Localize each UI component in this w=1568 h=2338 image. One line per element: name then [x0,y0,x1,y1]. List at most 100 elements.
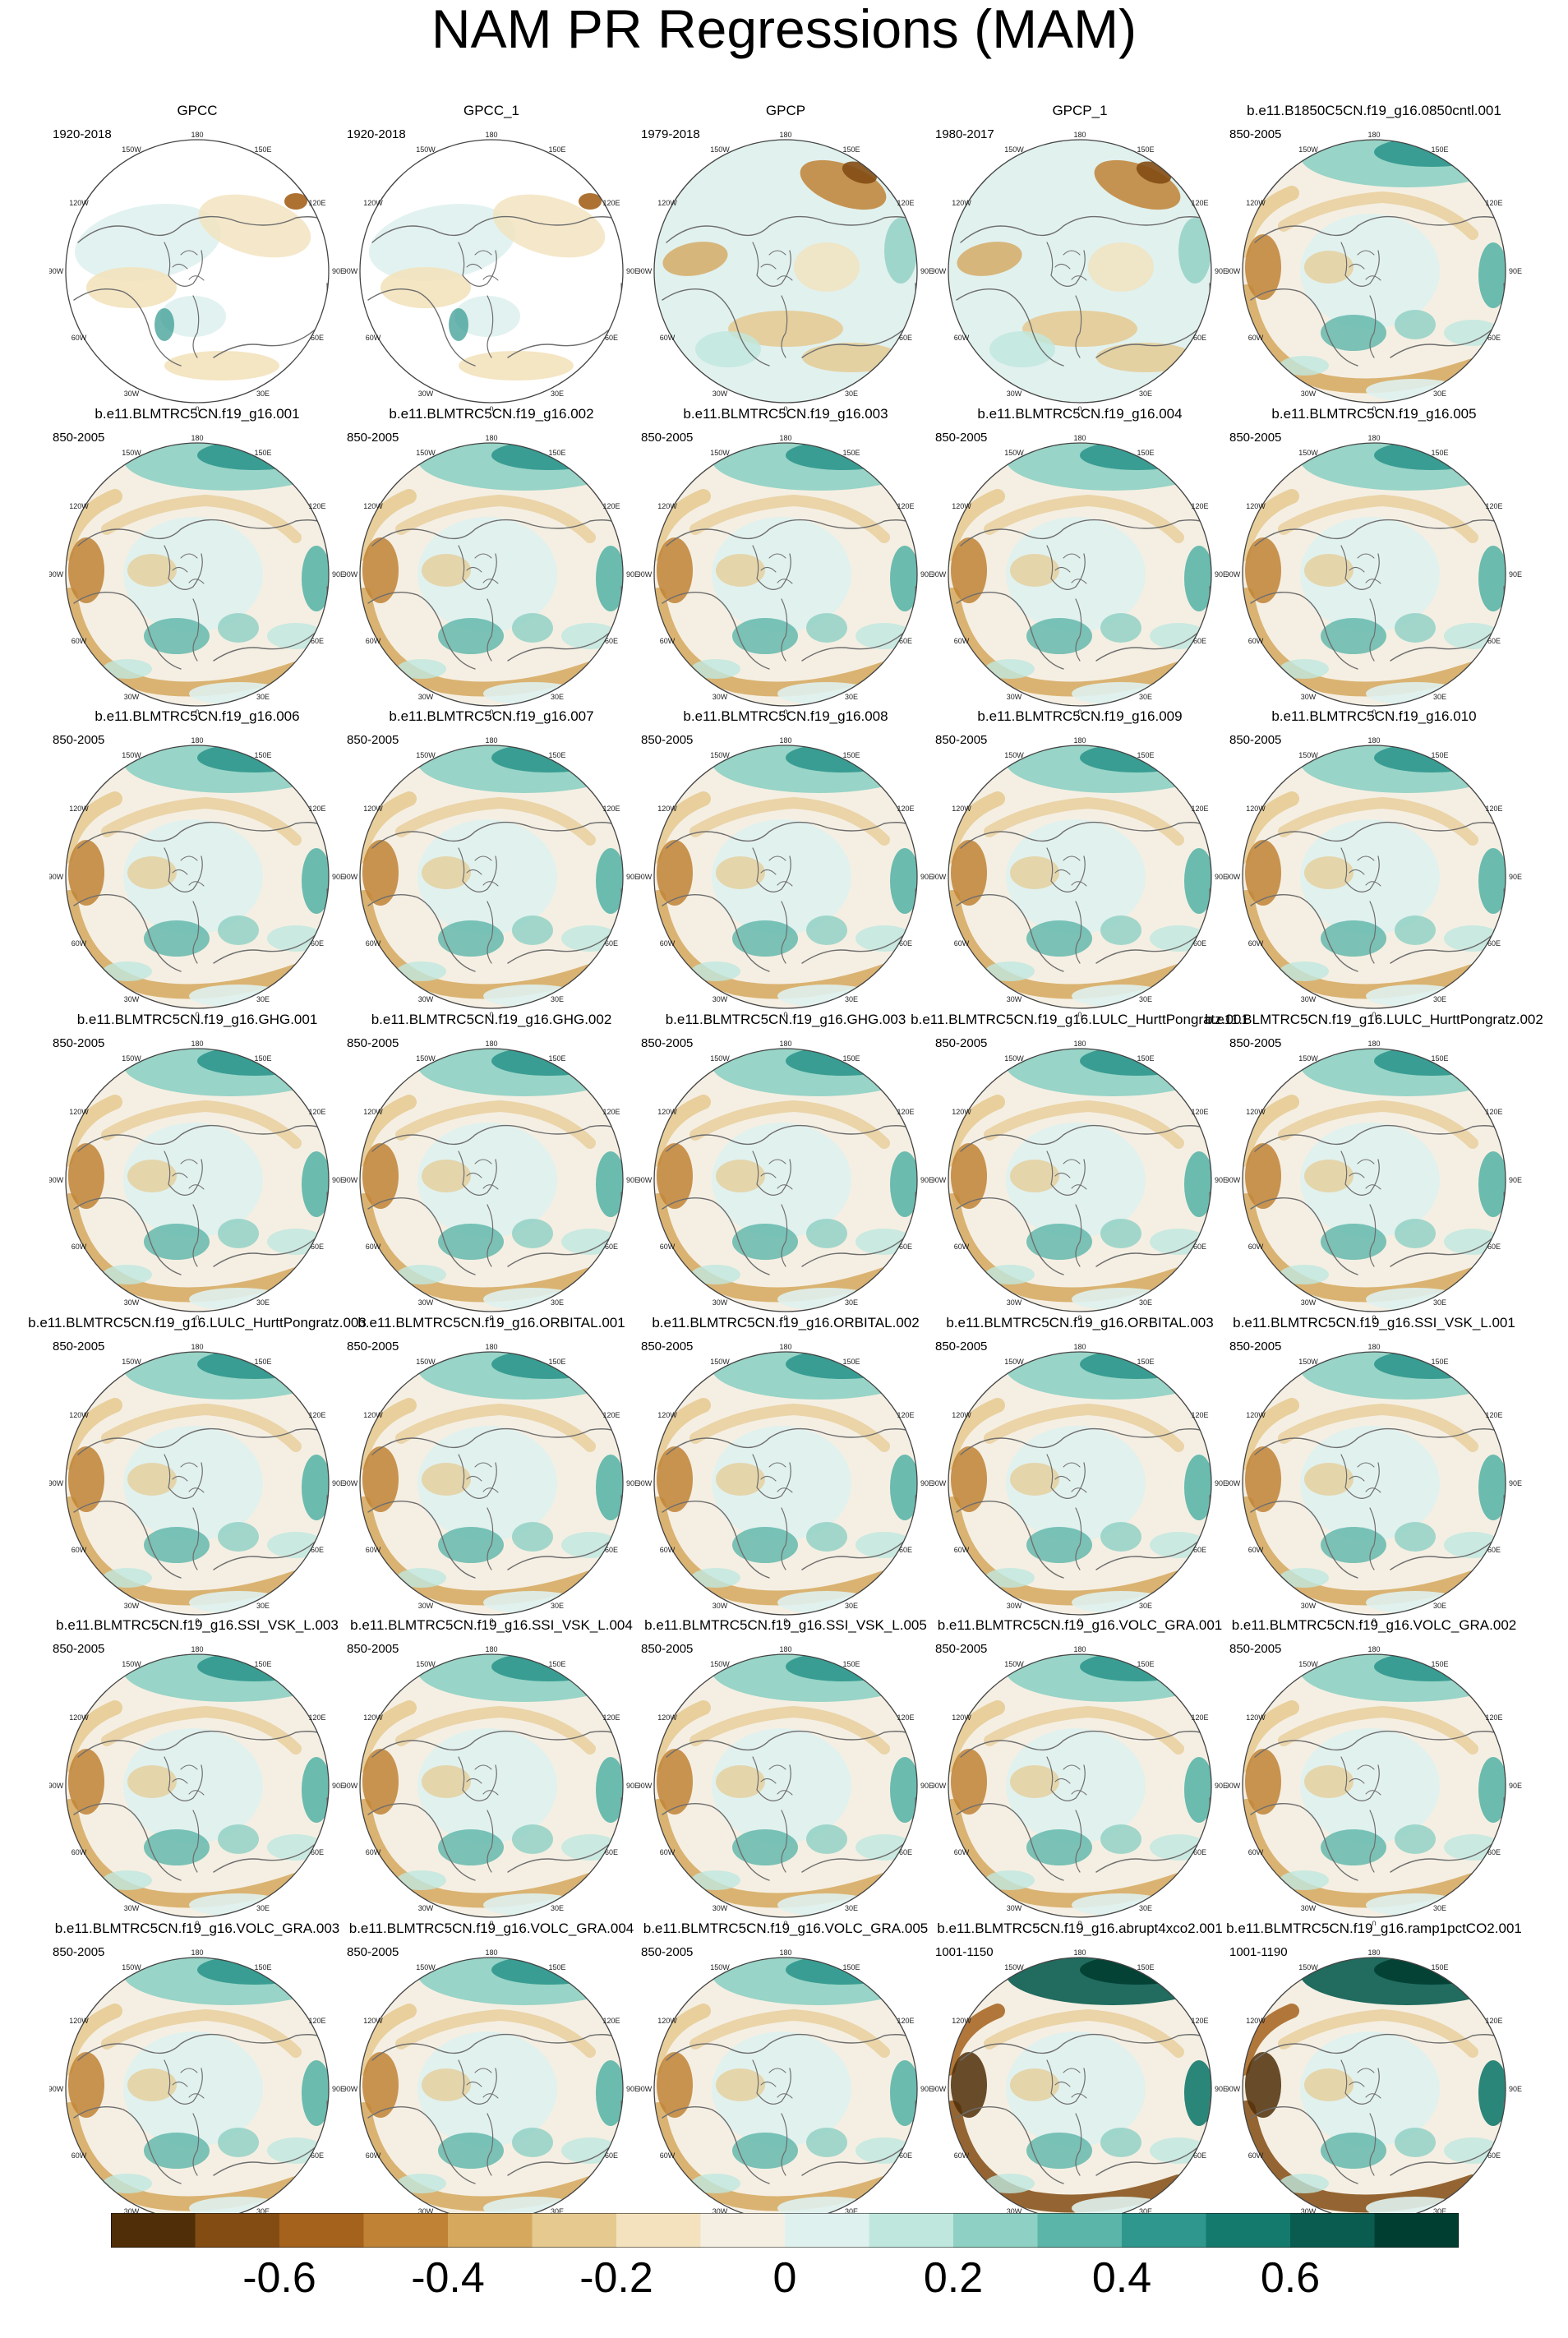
shading-patch [1006,1123,1146,1238]
shading-patch [1395,310,1436,339]
longitude-label: 90E [626,1176,639,1184]
shading-patch [657,1143,693,1209]
longitude-label: 60W [71,334,87,342]
coastline [960,519,1211,546]
map-border [359,1653,624,1918]
shading-patch [1026,1829,1092,1865]
coastline [956,591,1064,670]
shading-patch [794,242,860,292]
longitude-label: 120W [363,502,383,510]
longitude-label: 120W [1246,1411,1266,1419]
shading-patch [1245,1749,1281,1815]
longitude-label: 60E [899,1243,912,1251]
polar-map: 180 150W 150E 120W 120E 90W 90E 60W 60E 30W 30E 0 [638,434,934,714]
longitude-label: 30E [1139,390,1152,398]
shading-patch [1300,1426,1440,1541]
map-panel: b.e11.BLMTRC5CN.f19_g16.010 850-2005 180 15… [1226,708,1522,1017]
coastline [752,1454,791,1499]
coastline [1250,893,1358,972]
longitude-label: 150E [254,1660,271,1668]
shading-patch [1184,848,1211,914]
longitude-label: 30W [713,995,728,1003]
longitude-label: 90W [1226,1782,1241,1790]
longitude-label: 150W [1298,1660,1318,1668]
longitude-label: 60E [1487,334,1501,342]
shading-patch [144,1224,210,1260]
longitude-label: 90W [932,1782,947,1790]
shading-patch [1478,1455,1506,1520]
shading-patch [123,1728,263,1843]
shading-patch [691,961,740,981]
longitude-label: 120E [602,1108,620,1116]
polar-map: 180 150W 150E 120W 120E 90W 90E 60W 60E 30W 30E 0 [49,434,345,714]
coastline [73,1802,182,1881]
shading-patch [459,351,574,380]
regression-field [1243,1049,1506,1312]
panel-title: GPCP_1 [1052,103,1108,118]
longitude-label: 120E [308,1108,325,1116]
coastline [781,295,788,358]
coastline [367,1802,476,1881]
longitude-label: 60E [605,1546,618,1554]
shading-patch [103,1870,152,1890]
shading-patch [267,1229,325,1255]
shading-patch [1300,1123,1440,1238]
coastline [760,2068,793,2099]
longitude-label: 150W [122,1054,141,1063]
longitude-label: 150W [710,1963,730,1971]
inner-ring [984,1100,1184,1149]
polar-map: 180 150W 150E 120W 120E 90W 90E 60W 60E 30W 30E 0 [638,736,934,1017]
coastline [1349,2068,1381,2099]
longitude-label: 60W [660,334,676,342]
polar-map: 180 150W 150E 120W 120E 90W 90E 60W 60E 30W 30E 0 [344,1645,639,1925]
longitude-label: 120E [308,502,325,510]
shading-patch [198,194,311,258]
coastline [1369,295,1377,358]
longitude-label: 30W [1301,2207,1317,2216]
coastline [164,847,203,892]
longitude-label: 0 [1372,405,1376,411]
shading-patch [1010,856,1059,889]
shading-patch [302,1757,329,1823]
shading-patch [1184,546,1211,611]
map-border [1242,442,1506,707]
longitude-label: 90W [1226,2085,1241,2093]
longitude-label: 180 [779,131,791,139]
shading-patch [1072,1591,1170,1614]
coastline [1349,553,1381,584]
shading-patch [855,1229,913,1255]
longitude-label: 30E [551,390,564,398]
longitude-label: 120E [897,502,914,510]
longitude-label: 30E [845,1298,858,1307]
coastline [1254,519,1506,546]
longitude-label: 150W [710,1358,730,1366]
longitude-label: 30E [1139,1298,1152,1307]
shading-patch [438,618,504,654]
longitude-label: 120W [657,1713,677,1722]
panel-title: b.e11.BLMTRC5CN.f19_g16.010 [1271,708,1477,724]
shading-patch [123,1123,263,1238]
longitude-label: 90W [1226,1479,1241,1487]
longitude-label: 90W [932,873,947,881]
coastline [371,1427,623,1455]
shading-patch [712,1426,851,1541]
coastline [458,847,497,892]
panel-title: b.e11.BLMTRC5CN.f19_g16.LULC_HurttPongra… [28,1315,367,1330]
shading-patch [417,1426,557,1541]
map-border [653,1653,918,1918]
colorbar-tick-label: -0.2 [579,2254,653,2302]
longitude-label: 90W [49,1782,64,1790]
coastline [192,1204,200,1267]
coastline [1369,901,1377,964]
shading-patch [144,2133,210,2169]
longitude-label: 90W [344,1479,358,1487]
coastline [781,2113,788,2176]
longitude-label: 180 [1073,736,1086,745]
panel-title: b.e11.BLMTRC5CN.f19_g16.SSI_VSK_L.004 [350,1617,633,1633]
longitude-label: 90W [344,873,358,881]
longitude-label: 150W [710,1054,730,1063]
panel-period: 850-2005 [1229,1036,1282,1050]
map-border [65,1048,330,1312]
longitude-label: 60E [1487,1546,1501,1554]
shading-patch [716,2068,765,2101]
